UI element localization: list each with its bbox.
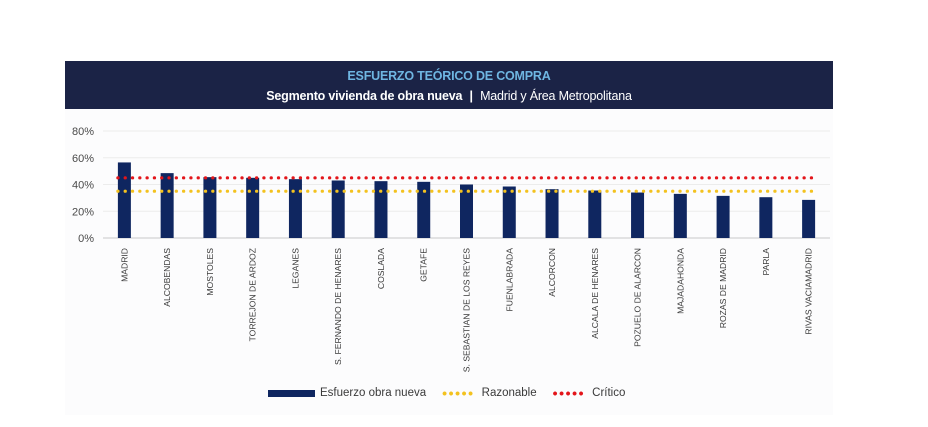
bar <box>502 186 516 238</box>
x-tick-label: MAJADAHONDA <box>675 248 685 314</box>
subtitle-segment: Segmento vivienda de obra nueva <box>266 89 463 103</box>
bar <box>160 173 174 238</box>
legend-item-critico: ••••• Crítico <box>552 385 626 401</box>
x-tick-label: ALCOBENDAS <box>162 248 172 307</box>
x-tick-label: TORREJON DE ARDOZ <box>248 248 258 341</box>
bar <box>374 181 388 238</box>
x-tick-label: RIVAS VACIAMADRID <box>804 248 814 335</box>
subtitle-separator: | <box>469 89 474 103</box>
bar <box>460 184 473 238</box>
chart-subtitle: Segmento vivienda de obra nueva | Madrid… <box>65 89 833 103</box>
legend-label-critico: Crítico <box>592 387 626 399</box>
bar <box>117 162 131 238</box>
bar <box>588 190 602 238</box>
bar <box>246 177 260 238</box>
x-tick-label: ALCORCON <box>547 248 557 297</box>
legend-swatch-razonable: ••••• <box>442 385 475 401</box>
x-tick-label: ROZAS DE MADRID <box>718 248 728 328</box>
y-tick-label: 20% <box>72 206 94 218</box>
bar <box>331 180 345 238</box>
legend-swatch-bar <box>268 389 315 397</box>
bar <box>203 177 217 238</box>
bar <box>417 181 431 238</box>
legend-item-razonable: ••••• Razonable <box>442 385 537 401</box>
chart-title: ESFUERZO TEÓRICO DE COMPRA <box>347 69 551 83</box>
bar <box>288 179 302 238</box>
y-tick-label: 80% <box>72 126 94 138</box>
x-tick-label: MADRID <box>119 248 129 282</box>
x-tick-label: POZUELO DE ALARCON <box>633 248 643 347</box>
x-tick-label: FUENLABRADA <box>504 248 514 312</box>
x-tick-label: MOSTOLES <box>205 248 215 296</box>
bar <box>802 199 816 238</box>
bar <box>545 189 559 238</box>
y-tick-label: 0% <box>78 233 94 245</box>
x-tick-label: GETAFE <box>419 248 429 282</box>
subtitle-area: Madrid y Área Metropolitana <box>480 89 632 103</box>
bar <box>631 192 645 238</box>
x-tick-label: LEGANES <box>290 248 300 289</box>
x-tick-label: ALCALA DE HENARES <box>590 248 600 339</box>
bar <box>673 193 687 238</box>
x-tick-label: COSLADA <box>376 248 386 289</box>
chart-legend: Esfuerzo obra nueva ••••• Razonable ••••… <box>268 385 641 401</box>
legend-item-esfuerzo: Esfuerzo obra nueva <box>268 387 426 399</box>
bar <box>759 197 773 238</box>
x-tick-label: PARLA <box>761 248 771 276</box>
legend-label-esfuerzo: Esfuerzo obra nueva <box>320 387 427 399</box>
x-tick-label: S. SEBASTIAN DE LOS REYES <box>462 248 472 372</box>
x-tick-label: S. FERNANDO DE HENARES <box>333 248 343 365</box>
chart-header: ESFUERZO TEÓRICO DE COMPRA Segmento vivi… <box>65 61 833 109</box>
y-tick-label: 60% <box>72 153 94 165</box>
legend-swatch-critico: ••••• <box>552 385 586 401</box>
bar <box>716 195 730 238</box>
y-tick-label: 40% <box>72 180 94 192</box>
legend-label-razonable: Razonable <box>481 387 537 399</box>
